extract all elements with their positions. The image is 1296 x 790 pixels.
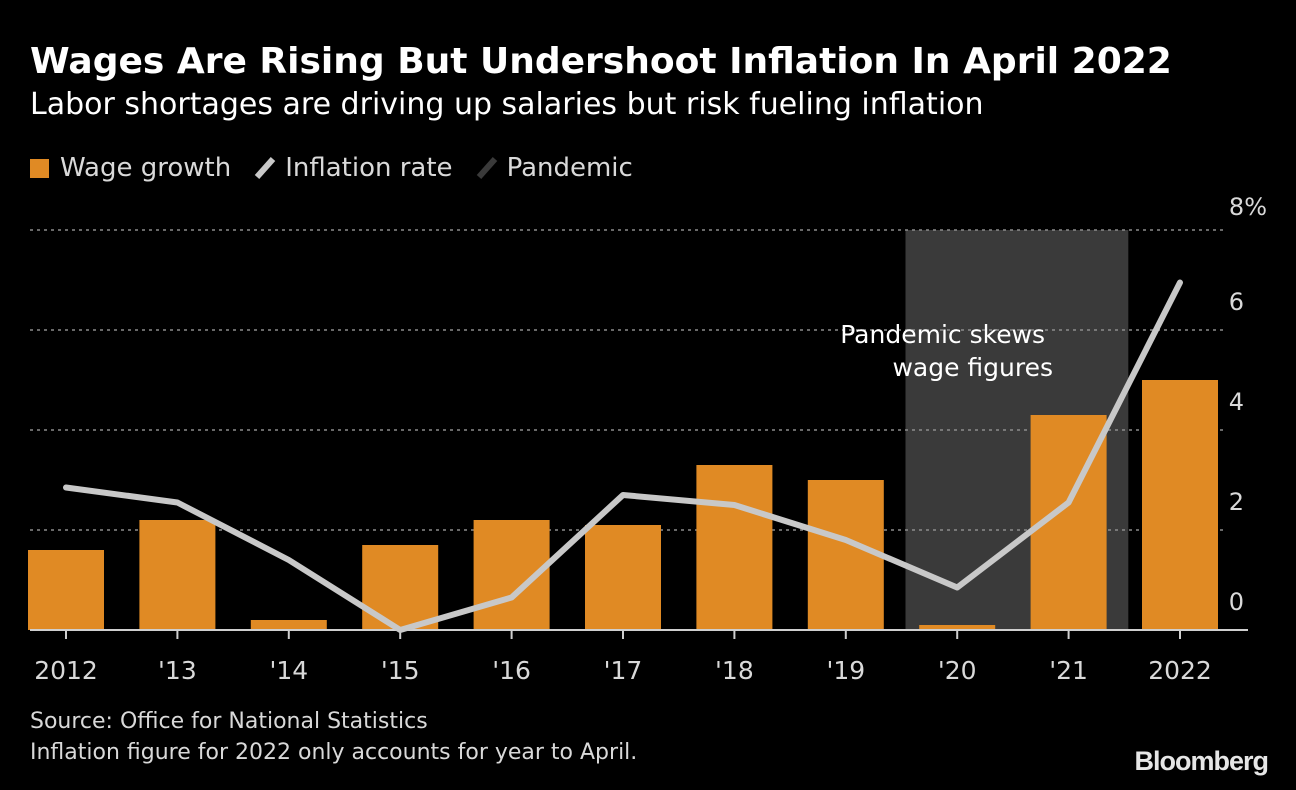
wage-swatch-icon [30, 158, 49, 178]
footer: Source: Office for National Statistics I… [30, 706, 637, 768]
legend-item-pandemic: Pandemic [475, 153, 633, 183]
wage-bar [919, 625, 996, 630]
inflation-point [956, 587, 958, 588]
inflation-line-swatch-icon [254, 157, 276, 179]
x-tick-label: 2022 [1148, 656, 1212, 685]
inflation-point [1068, 502, 1070, 503]
inflation-point [845, 539, 847, 541]
chart-subtitle: Labor shortages are driving up salaries … [30, 87, 984, 122]
x-tick-label: '13 [158, 656, 197, 685]
inflation-point [399, 629, 401, 631]
footnote: Inflation figure for 2022 only accounts … [30, 740, 638, 765]
x-tick-label: '21 [1049, 656, 1088, 685]
bloomberg-logo: Bloomberg [1134, 746, 1269, 776]
x-tick-label: '17 [604, 656, 643, 685]
legend-label-pandemic: Pandemic [506, 153, 633, 183]
wage-bar [807, 480, 884, 630]
inflation-point [1179, 282, 1181, 283]
wage-bar [362, 545, 439, 630]
x-tick-label: '19 [826, 656, 865, 685]
legend-item-wage: Wage growth [30, 153, 231, 183]
annotation-line-2: wage figures [892, 353, 1053, 382]
y-tick-label: 2 [1229, 488, 1244, 516]
x-tick-label: '15 [381, 656, 420, 685]
x-tick-label: '20 [938, 656, 977, 685]
pandemic-annotation: Pandemic skews wage figures [840, 320, 1053, 382]
wage-bar [28, 550, 104, 630]
wage-bar [585, 525, 661, 630]
x-tick-label: '18 [715, 656, 754, 685]
legend: Wage growth Inflation rate Pandemic [30, 148, 655, 188]
y-tick-label: 8% [1229, 193, 1267, 221]
source-note: Source: Office for National Statistics [30, 709, 428, 734]
x-tick-label: 2012 [34, 656, 98, 685]
inflation-point [288, 559, 290, 561]
inflation-series [63, 279, 1183, 633]
inflation-point [622, 494, 624, 496]
y-tick-label: 0 [1229, 588, 1244, 616]
y-axis-labels: 0 2 4 6 8% [1229, 193, 1267, 616]
y-tick-label: 6 [1229, 288, 1244, 316]
legend-label-inflation: Inflation rate [285, 153, 453, 183]
x-axis [30, 629, 1248, 639]
x-axis-labels: 2012 '13 '14 '15 '16 '17 '18 '19 '20 '21 2022 [34, 656, 1212, 685]
wage-bar [139, 520, 216, 630]
pandemic-swatch-icon [476, 157, 497, 179]
chart-title: Wages Are Rising But Undershoot Inflatio… [30, 41, 1172, 82]
inflation-point [511, 597, 513, 598]
legend-label-wage: Wage growth [60, 153, 232, 183]
x-tick-label: '16 [492, 656, 531, 685]
wage-bar [696, 465, 773, 630]
wage-bars [28, 380, 1218, 630]
inflation-point [65, 487, 67, 488]
inflation-point [176, 502, 178, 503]
y-tick-label: 4 [1229, 388, 1244, 416]
annotation-line-1: Pandemic skews [840, 320, 1045, 349]
inflation-point [733, 504, 735, 506]
x-tick-label: '14 [269, 656, 308, 685]
wage-bar [250, 620, 327, 630]
wage-bar [1142, 380, 1218, 630]
legend-item-inflation: Inflation rate [253, 153, 453, 183]
